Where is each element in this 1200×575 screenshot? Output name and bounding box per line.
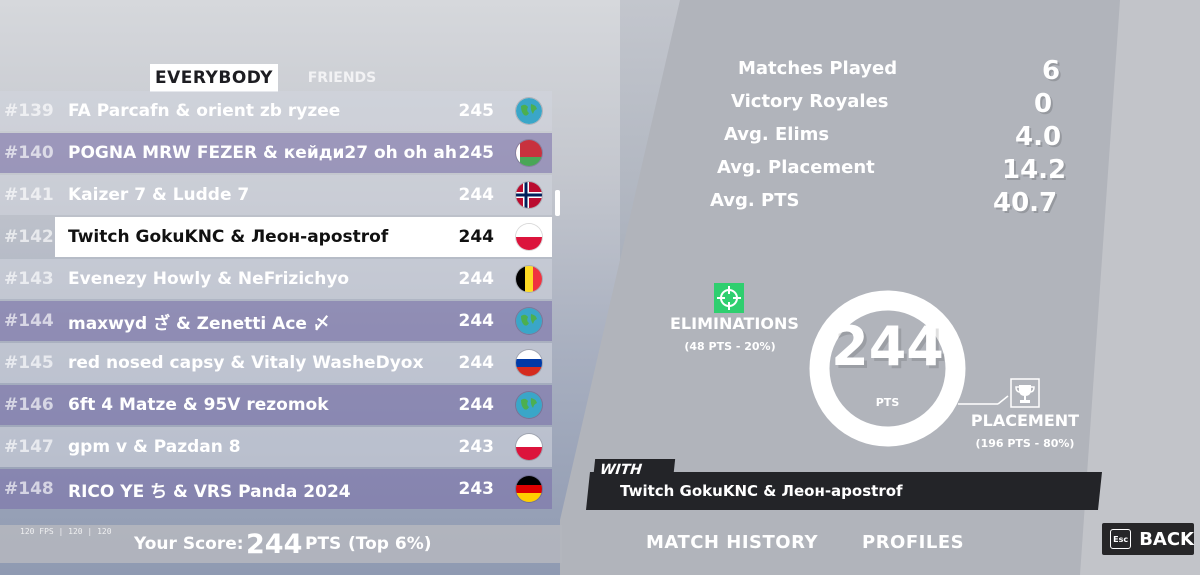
- your-score-value: 244: [246, 528, 303, 560]
- row-names: 6ft 4 Matze & 95V rezomok: [68, 395, 329, 415]
- stat-label: Avg. PTS: [710, 190, 800, 211]
- leaderboard-row[interactable]: #148 RICO YE ち & VRS Panda 2024 243: [0, 469, 552, 509]
- ring-track: [809, 290, 966, 447]
- poland-flag-icon: [516, 434, 542, 460]
- row-names: Kaizer 7 & Ludde 7: [68, 185, 250, 205]
- leaderboard-row-selected[interactable]: #142 Twitch GokuKNC & Леон-apostrof 244: [4, 217, 552, 257]
- row-rank: #141: [4, 185, 54, 205]
- leaderboard-list: #139 FA Parcafn & orient zb ryzee 245 #1…: [0, 91, 552, 511]
- row-points: 245: [458, 143, 495, 163]
- stat-row: Avg. Elims 4.0: [700, 122, 1080, 157]
- total-points: 244: [831, 315, 944, 378]
- row-points: 244: [458, 269, 495, 289]
- globe-icon: [516, 98, 542, 124]
- crosshair-icon: [714, 283, 744, 313]
- row-rank: #139: [4, 101, 54, 121]
- total-points-unit: PTS: [875, 396, 900, 409]
- esc-key-icon: Esc: [1110, 529, 1132, 549]
- norway-flag-icon: [516, 182, 542, 208]
- leaderboard-row[interactable]: #143 Evenezy Howly & NeFrizichyo 244: [0, 259, 552, 299]
- belarus-flag-icon: [516, 140, 542, 166]
- teammate-names: Twitch GokuKNC & Леон-apostrof: [620, 482, 903, 500]
- points-ring-chart: [809, 290, 966, 447]
- leaderboard-scrollbar[interactable]: [555, 190, 560, 216]
- globe-icon: [516, 308, 542, 334]
- row-names: maxwyd ざ & Zenetti Ace 〆: [68, 313, 330, 334]
- placement-points: (196 PTS - 80%): [975, 437, 1075, 450]
- row-points: 244: [458, 185, 495, 205]
- leaderboard-row[interactable]: #141 Kaizer 7 & Ludde 7 244: [0, 175, 552, 215]
- row-names: Evenezy Howly & NeFrizichyo: [68, 269, 350, 289]
- leaderboard-row[interactable]: #145 red nosed capsy & Vitaly WasheDyox …: [0, 343, 552, 383]
- stat-value: 14.2: [1002, 155, 1067, 185]
- row-rank: #143: [4, 269, 54, 289]
- leaderboard-row[interactable]: #139 FA Parcafn & orient zb ryzee 245: [0, 91, 552, 131]
- eliminations-label: ELIMINATIONS: [670, 314, 799, 333]
- your-score-unit: PTS: [305, 534, 342, 554]
- russia-flag-icon: [516, 350, 542, 376]
- poland-flag-icon: [516, 224, 542, 250]
- stat-value: 40.7: [993, 188, 1058, 218]
- your-score-bar: 120 FPS | 120 | 120 Your Score: 244 PTS …: [0, 525, 562, 563]
- profiles-button[interactable]: PROFILES: [862, 532, 965, 553]
- stat-value: 4.0: [1015, 122, 1062, 152]
- stat-row: Avg. PTS 40.7: [700, 188, 1080, 223]
- stat-value: 6: [1042, 56, 1061, 86]
- row-points: 243: [458, 479, 495, 499]
- row-points: 244: [458, 227, 495, 247]
- leaderboard-row[interactable]: #140 POGNA MRW FEZER & кейди27 oh oh ah …: [0, 133, 552, 173]
- row-rank: #145: [4, 353, 54, 373]
- row-points: 244: [458, 353, 495, 373]
- row-names: Twitch GokuKNC & Леон-apostrof: [68, 227, 389, 247]
- row-rank: #140: [4, 143, 54, 163]
- match-history-button[interactable]: MATCH HISTORY: [646, 532, 818, 553]
- trophy-icon: [1010, 378, 1040, 408]
- stat-label: Matches Played: [738, 58, 898, 79]
- leaderboard-row[interactable]: #144 maxwyd ざ & Zenetti Ace 〆 244: [0, 301, 552, 341]
- back-label: BACK: [1139, 528, 1194, 550]
- row-rank: #146: [4, 395, 54, 415]
- row-rank: #148: [4, 479, 54, 499]
- row-names: POGNA MRW FEZER & кейди27 oh oh ah: [68, 143, 457, 163]
- back-button[interactable]: Esc BACK: [1102, 523, 1194, 555]
- row-rank: #142: [4, 227, 54, 247]
- your-score-label: Your Score:: [134, 534, 244, 554]
- stat-row: Avg. Placement 14.2: [700, 155, 1080, 190]
- stat-label: Victory Royales: [731, 91, 889, 112]
- row-names: RICO YE ち & VRS Panda 2024: [68, 481, 351, 502]
- row-names: FA Parcafn & orient zb ryzee: [68, 101, 341, 121]
- stats-panel: Matches Played 6 Victory Royales 0 Avg. …: [700, 56, 1080, 223]
- globe-icon: [516, 392, 542, 418]
- with-tag: WITH: [592, 459, 676, 481]
- leaderboard-row[interactable]: #147 gpm v & Pazdan 8 243: [0, 427, 552, 467]
- eliminations-points: (48 PTS - 20%): [684, 340, 776, 353]
- row-names: gpm v & Pazdan 8: [68, 437, 241, 457]
- belgium-flag-icon: [516, 266, 542, 292]
- stat-label: Avg. Placement: [717, 157, 875, 178]
- germany-flag-icon: [516, 476, 542, 502]
- row-rank: #144: [4, 311, 54, 331]
- placement-connector-line: [958, 395, 1009, 405]
- placement-label: PLACEMENT: [970, 411, 1080, 430]
- tab-everybody[interactable]: EVERYBODY: [150, 64, 278, 92]
- fps-counter: 120 FPS | 120 | 120: [20, 527, 112, 536]
- row-names: red nosed capsy & Vitaly WasheDyox: [68, 353, 424, 373]
- row-points: 244: [458, 395, 495, 415]
- stat-row: Matches Played 6: [700, 56, 1080, 91]
- row-points: 245: [458, 101, 495, 121]
- row-points: 243: [458, 437, 495, 457]
- your-score-percentile: (Top 6%): [348, 534, 432, 554]
- row-points: 244: [458, 311, 495, 331]
- tab-friends[interactable]: FRIENDS: [307, 70, 377, 86]
- row-rank: #147: [4, 437, 54, 457]
- stat-value: 0: [1034, 89, 1053, 119]
- stat-label: Avg. Elims: [724, 124, 830, 145]
- stat-row: Victory Royales 0: [700, 89, 1080, 124]
- leaderboard-row[interactable]: #146 6ft 4 Matze & 95V rezomok 244: [0, 385, 552, 425]
